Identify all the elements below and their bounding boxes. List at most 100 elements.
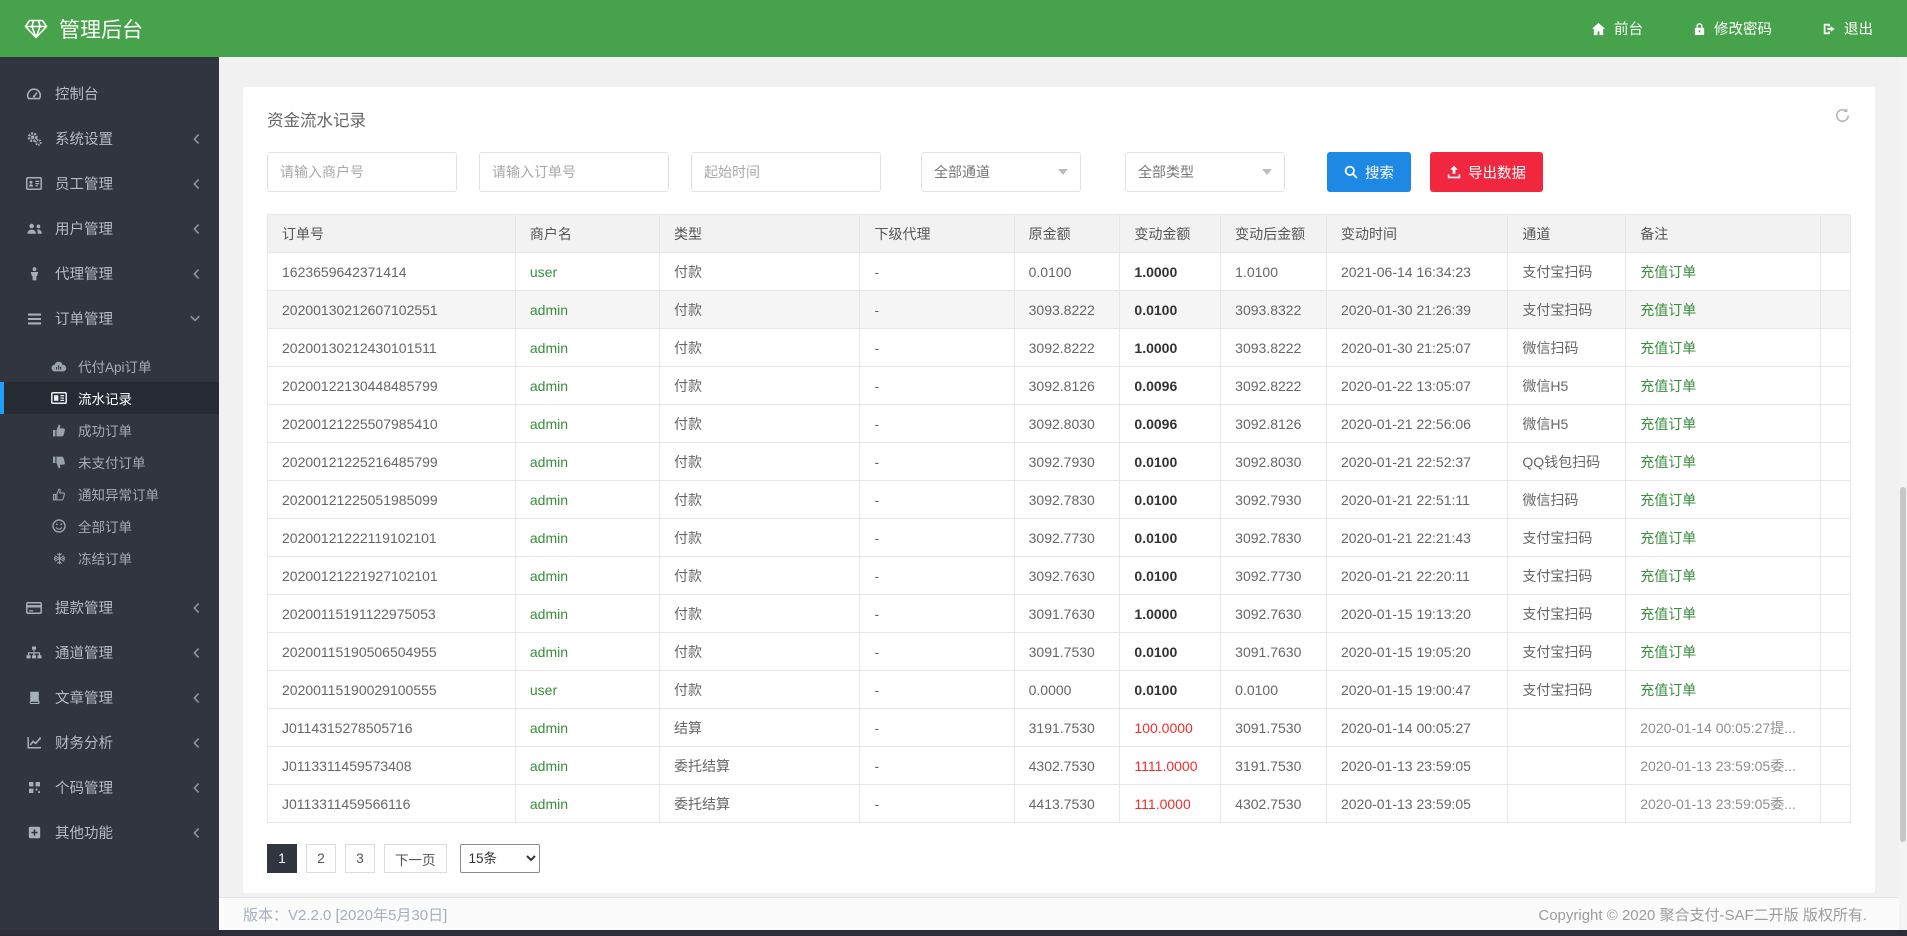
chevron-down-icon (189, 314, 201, 323)
cell-amount-before: 3091.7530 (1013, 632, 1121, 671)
next-page-button[interactable]: 下一页 (384, 844, 447, 873)
cell-order-no: 20200121225507985410 (267, 404, 516, 443)
cell-remark[interactable]: 充值订单 (1625, 442, 1821, 481)
cell-type: 付款 (658, 404, 861, 443)
cell-amount-change: 100.0000 (1119, 708, 1222, 747)
start-time-input[interactable] (691, 152, 881, 192)
page-button-3[interactable]: 3 (345, 844, 375, 873)
sidebar-subitem-all-orders[interactable]: 全部订单 (0, 510, 219, 542)
window-bottom-bar (0, 930, 1907, 936)
cell-remark[interactable]: 充值订单 (1625, 404, 1821, 443)
table-row: 20200130212607102551 admin 付款 -3093.8222 0.0… (267, 290, 1852, 329)
content-area: 资金流水记录 全部通道 全部类型 (219, 57, 1907, 897)
cell-channel: 微信H5 (1507, 366, 1627, 405)
merchant-id-input[interactable] (267, 152, 457, 192)
records-card: 资金流水记录 全部通道 全部类型 (243, 87, 1875, 893)
nav-link-label: 退出 (1844, 22, 1873, 38)
caret-down-icon (1262, 169, 1272, 175)
cell-remark[interactable]: 充值订单 (1625, 594, 1821, 633)
chevron-left-icon (192, 782, 201, 794)
sidebar-item-order-management[interactable]: 订单管理 (0, 296, 219, 341)
sidebar-item-user-management[interactable]: 用户管理 (0, 206, 219, 251)
refresh-icon[interactable] (1834, 107, 1851, 124)
cell-time: 2020-01-14 00:05:27 (1325, 708, 1509, 747)
cell-agent: - (859, 404, 1015, 443)
cell-remark[interactable]: 充值订单 (1625, 518, 1821, 557)
channel-select[interactable]: 全部通道 (921, 152, 1081, 192)
export-data-button[interactable]: 导出数据 (1430, 152, 1543, 192)
sidebar-subitem-success-orders[interactable]: 成功订单 (0, 414, 219, 446)
channel-select-value: 全部通道 (934, 164, 990, 180)
cell-type: 付款 (658, 252, 861, 291)
signout-icon (1822, 22, 1836, 36)
type-select[interactable]: 全部类型 (1125, 152, 1285, 192)
sidebar-item-dashboard[interactable]: 控制台 (0, 71, 219, 116)
sidebar-subitem-flow-records[interactable]: 流水记录 (0, 382, 219, 414)
cell-agent: - (859, 708, 1015, 747)
sidebar-subitem-api-orders[interactable]: 代付Api订单 (0, 350, 219, 382)
cell-agent: - (859, 746, 1015, 785)
sidebar-subitem-frozen-orders[interactable]: 冻结订单 (0, 542, 219, 574)
cloud-icon (50, 361, 68, 372)
sidebar-subitem-unpaid-orders[interactable]: 未支付订单 (0, 446, 219, 478)
sidebar-subitem-label: 流水记录 (78, 392, 132, 407)
cell-extra (1819, 442, 1852, 481)
cell-remark[interactable]: 充值订单 (1625, 252, 1821, 291)
cell-remark[interactable]: 充值订单 (1625, 480, 1821, 519)
cell-remark[interactable]: 充值订单 (1625, 366, 1821, 405)
sidebar-item-staff-management[interactable]: 员工管理 (0, 161, 219, 206)
cell-agent: - (859, 594, 1015, 633)
sidebar-item-label: 通道管理 (55, 646, 113, 662)
cell-agent: - (859, 556, 1015, 595)
cell-remark[interactable]: 充值订单 (1625, 632, 1821, 671)
search-button[interactable]: 搜索 (1327, 152, 1411, 192)
gauge-icon (24, 87, 44, 101)
cell-type: 付款 (658, 328, 861, 367)
cell-channel: 支付宝扫码 (1507, 518, 1627, 557)
page-button-2[interactable]: 2 (306, 844, 336, 873)
sidebar-item-withdraw-management[interactable]: 提款管理 (0, 585, 219, 630)
sidebar-item-qrcode-management[interactable]: 个码管理 (0, 765, 219, 810)
cell-amount-after: 3091.7630 (1220, 632, 1327, 671)
cell-amount-before: 3092.8030 (1013, 404, 1121, 443)
sidebar-item-agent-management[interactable]: 代理管理 (0, 251, 219, 296)
cell-merchant: admin (514, 518, 660, 557)
cell-merchant: admin (514, 328, 660, 367)
sidebar-item-finance-analysis[interactable]: 财务分析 (0, 720, 219, 765)
cell-type: 付款 (658, 366, 861, 405)
table-row: J0113311459573408 admin 委托结算 -4302.7530 1111… (267, 746, 1852, 785)
nav-link-change-password[interactable]: 修改密码 (1693, 18, 1772, 39)
cell-amount-before: 3092.8126 (1013, 366, 1121, 405)
cell-amount-after: 3092.7830 (1220, 518, 1327, 557)
cell-time: 2020-01-30 21:25:07 (1325, 328, 1509, 367)
nav-link-label: 前台 (1614, 22, 1643, 38)
nav-link-frontend[interactable]: 前台 (1591, 18, 1643, 39)
plus-square-icon (24, 826, 44, 839)
sidebar-item-article-management[interactable]: 文章管理 (0, 675, 219, 720)
sidebar-subitem-notify-abnormal-orders[interactable]: 通知异常订单 (0, 478, 219, 510)
cell-amount-before: 3092.7730 (1013, 518, 1121, 557)
cell-extra (1819, 518, 1852, 557)
sidebar-item-label: 其他功能 (55, 826, 113, 842)
cell-remark[interactable]: 充值订单 (1625, 290, 1821, 329)
sidebar-item-system-settings[interactable]: 系统设置 (0, 116, 219, 161)
order-no-input[interactable] (479, 152, 669, 192)
cell-order-no: 20200130212430101511 (267, 328, 516, 367)
vertical-scrollbar[interactable] (1899, 57, 1907, 930)
cell-remark[interactable]: 充值订单 (1625, 328, 1821, 367)
sidebar-item-channel-management[interactable]: 通道管理 (0, 630, 219, 675)
page-button-1[interactable]: 1 (267, 844, 297, 873)
sidebar-item-other-functions[interactable]: 其他功能 (0, 810, 219, 855)
cell-remark[interactable]: 充值订单 (1625, 670, 1821, 709)
version-label: 版本：V2.2.0 [2020年5月30日] (243, 906, 448, 924)
page-size-select[interactable]: 15条 (459, 844, 540, 873)
vertical-scrollbar-thumb[interactable] (1900, 487, 1906, 842)
cell-amount-change: 0.0100 (1119, 290, 1222, 329)
table-row: J0113311459566116 admin 委托结算 -4413.7530 111.… (267, 784, 1852, 823)
cell-extra (1819, 366, 1852, 405)
table-row: 20200115190029100555 user 付款 -0.0000 0.0100 0… (267, 670, 1852, 709)
nav-link-logout[interactable]: 退出 (1822, 18, 1873, 39)
cell-agent: - (859, 252, 1015, 291)
cell-amount-change: 0.0100 (1119, 556, 1222, 595)
cell-remark[interactable]: 充值订单 (1625, 556, 1821, 595)
